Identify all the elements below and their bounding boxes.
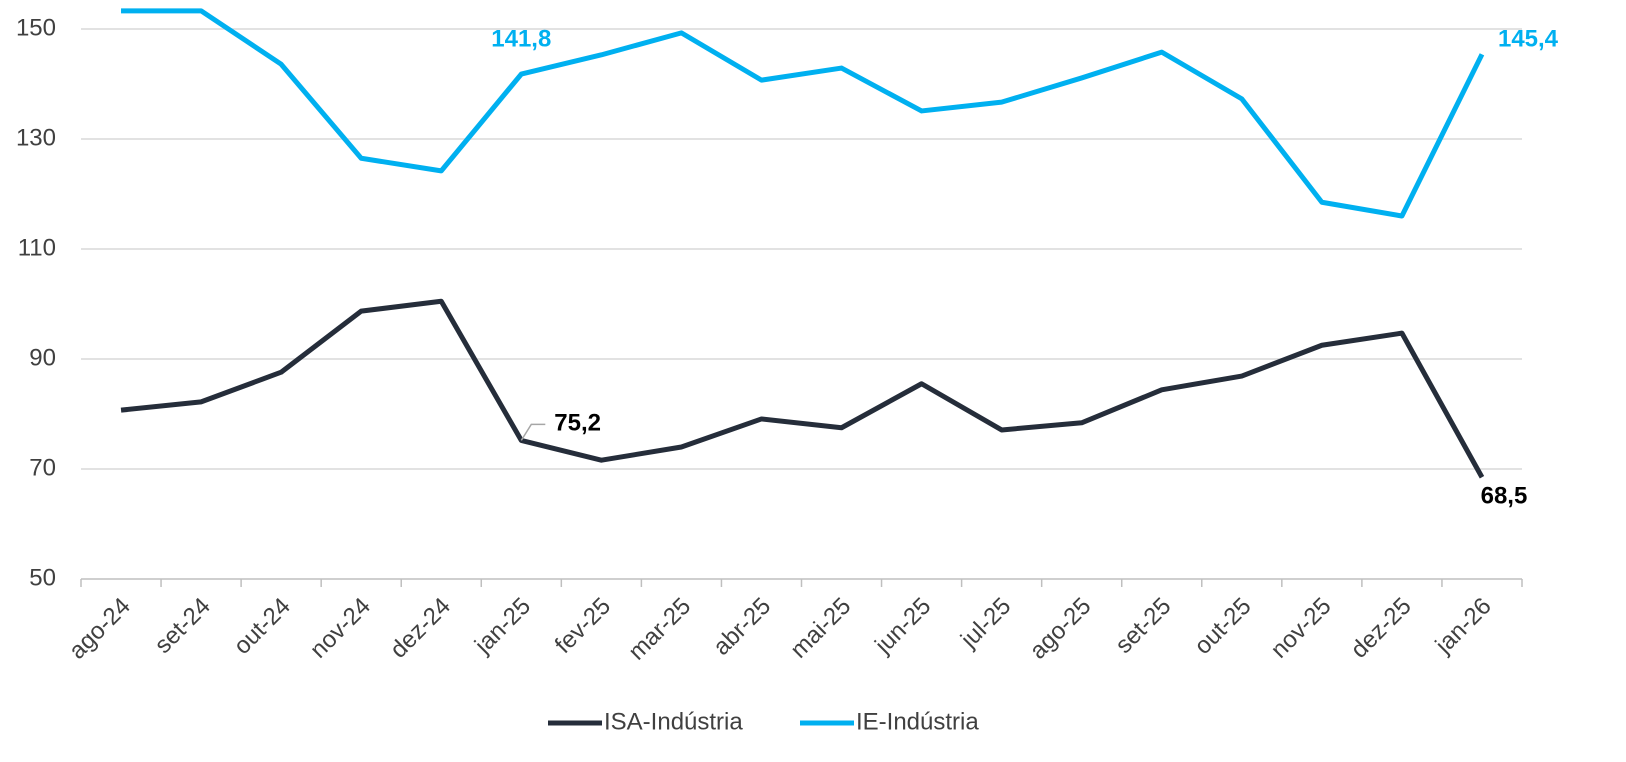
x-tick-label: mar-25 — [623, 593, 696, 666]
y-tick-label: 130 — [16, 124, 56, 151]
legend-label: IE-Indústria — [856, 708, 979, 735]
x-tick-label: jan-26 — [1430, 593, 1497, 660]
x-tick-label: out-24 — [229, 593, 296, 660]
data-label: 68,5 — [1481, 483, 1528, 510]
x-tick-label: set-25 — [1110, 593, 1176, 659]
x-tick-label: nov-24 — [305, 593, 376, 664]
x-tick-label: jan-25 — [469, 593, 536, 660]
series-line — [121, 8, 1485, 219]
x-tick-label: jun-25 — [869, 593, 936, 660]
x-tick-label: ago-24 — [64, 593, 136, 665]
legend-label: ISA-Indústria — [604, 708, 743, 735]
x-tick-label: dez-24 — [385, 593, 456, 664]
leader-line — [520, 423, 546, 441]
data-label: 141,8 — [491, 25, 551, 52]
y-tick-label: 70 — [29, 454, 56, 481]
y-tick-label: 150 — [16, 14, 56, 41]
x-tick-label: out-25 — [1189, 593, 1256, 660]
x-tick-label: jul-25 — [955, 593, 1016, 654]
x-tick-label: set-24 — [150, 593, 216, 659]
y-tick-label: 90 — [29, 344, 56, 371]
x-tick-label: fev-25 — [550, 593, 616, 659]
x-tick-label: dez-25 — [1346, 593, 1417, 664]
y-tick-label: 50 — [29, 564, 56, 591]
x-tick-label: mai-25 — [785, 593, 856, 664]
data-label: 145,4 — [1498, 26, 1559, 53]
x-tick-label: nov-25 — [1266, 593, 1337, 664]
x-tick-label: ago-25 — [1024, 593, 1096, 665]
x-tick-label: abr-25 — [708, 593, 776, 661]
data-label: 75,2 — [554, 410, 601, 437]
series-line — [120, 298, 1485, 479]
y-tick-label: 110 — [18, 234, 56, 261]
